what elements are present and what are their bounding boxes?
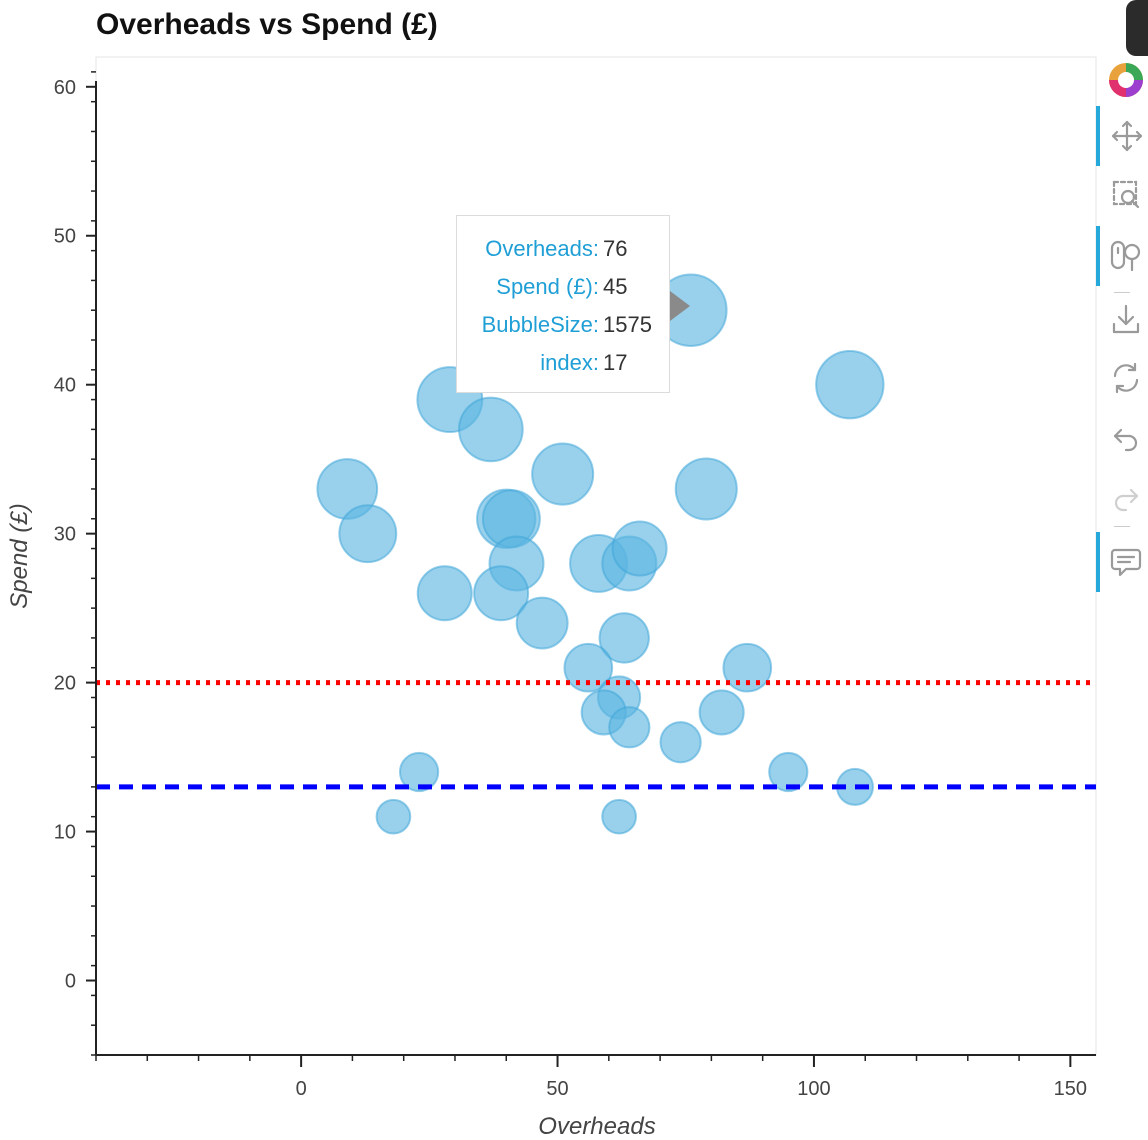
bubble-point[interactable] [611, 520, 668, 577]
wheel-zoom-icon[interactable] [1096, 234, 1148, 278]
bubble-point[interactable] [473, 565, 530, 622]
tooltip-key: Overheads: [485, 236, 599, 261]
bubble-point[interactable] [531, 442, 595, 506]
pan-active-indicator [1096, 106, 1100, 166]
corner-tab[interactable] [1126, 0, 1148, 56]
hover-tooltip: Overheads: 76 Spend (£): 45 BubbleSize: … [456, 215, 670, 393]
bubble-point[interactable] [674, 457, 738, 521]
box-zoom-icon[interactable] [1096, 172, 1148, 216]
toolbar-divider [1114, 292, 1130, 293]
redo-icon[interactable] [1096, 476, 1148, 520]
y-tick-label: 40 [54, 375, 76, 397]
chart-title: Overheads vs Spend (£) [96, 8, 438, 41]
tooltip-pointer [670, 291, 690, 321]
y-axis-title: Spend (£) [6, 503, 33, 608]
reference-lines-layer [96, 680, 1096, 790]
hover-icon[interactable] [1096, 540, 1148, 584]
bubble-point[interactable] [416, 565, 473, 622]
wheel-zoom-active-indicator [1096, 226, 1100, 286]
tooltip-value: 76 [603, 236, 628, 261]
bubble-point[interactable] [601, 798, 637, 835]
y-tick-label: 60 [54, 77, 76, 99]
bubble-point[interactable] [768, 751, 809, 793]
bubble-point[interactable] [659, 721, 702, 764]
bubble-point[interactable] [722, 642, 773, 693]
bubble-point[interactable] [515, 596, 569, 650]
tooltip-row-spend: Spend (£): 45 [457, 272, 671, 302]
tooltip-row-bubblesize: BubbleSize: 1575 [457, 310, 671, 340]
tooltip-value: 45 [603, 274, 628, 299]
undo-icon[interactable] [1096, 416, 1148, 460]
tooltip-value: 17 [603, 350, 628, 375]
x-tick-label: 150 [1054, 1078, 1087, 1100]
toolbar [1096, 50, 1148, 610]
x-axis-title: Overheads [538, 1113, 655, 1140]
tooltip-key: Spend (£): [496, 274, 599, 299]
y-tick-label: 10 [54, 822, 76, 844]
tooltip-key: index: [540, 350, 599, 375]
bubble-point[interactable] [815, 350, 885, 420]
y-tick-label: 20 [54, 673, 76, 695]
tooltip-key: BubbleSize: [481, 312, 599, 337]
reset-icon[interactable] [1096, 356, 1148, 400]
hover-active-indicator [1096, 532, 1100, 592]
bubble-point[interactable] [398, 751, 440, 793]
bubble-point[interactable] [598, 612, 650, 664]
bokeh-logo-icon[interactable] [1096, 54, 1148, 98]
y-tick-label: 50 [54, 226, 76, 248]
tooltip-value: 1575 [603, 312, 652, 337]
toolbar-divider [1114, 526, 1130, 527]
bubble-point[interactable] [458, 396, 524, 463]
bubble-point[interactable] [563, 642, 614, 693]
bubble-point[interactable] [338, 504, 398, 564]
save-icon[interactable] [1096, 298, 1148, 342]
bubble-point[interactable] [375, 798, 412, 835]
pan-icon[interactable] [1096, 114, 1148, 158]
bubble-point[interactable] [608, 706, 651, 749]
x-tick-label: 50 [546, 1078, 568, 1100]
axes-layer: 0 10 20 30 40 50 60 0 50 100 150 [54, 71, 1096, 1100]
x-tick-label: 100 [797, 1078, 830, 1100]
y-tick-label: 0 [65, 971, 76, 993]
tooltip-row-overheads: Overheads: 76 [457, 234, 671, 264]
y-tick-label: 30 [54, 524, 76, 546]
tooltip-row-index: index: 17 [457, 348, 671, 378]
x-tick-label: 0 [296, 1078, 307, 1100]
bubble-point[interactable] [698, 689, 745, 736]
